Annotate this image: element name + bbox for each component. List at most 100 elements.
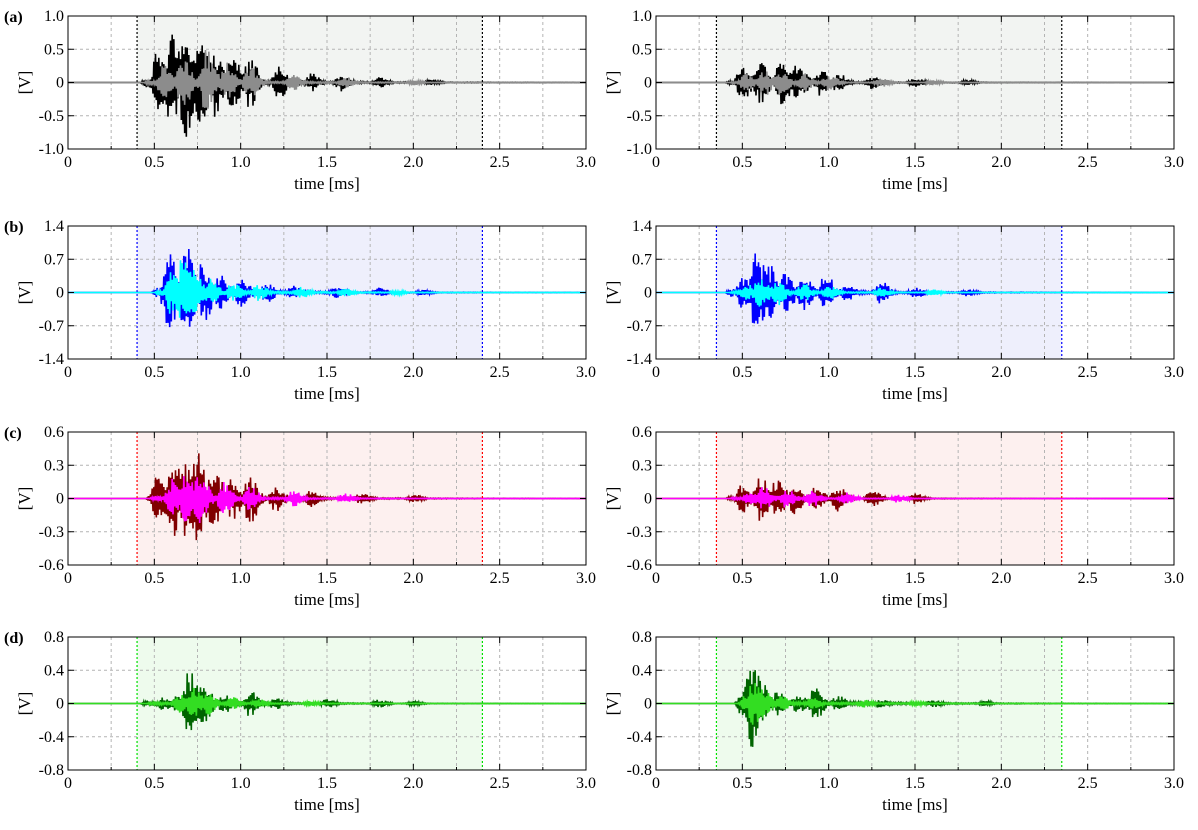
y-tick-label: 0 xyxy=(644,285,652,302)
y-tick-label: 0.4 xyxy=(44,662,64,679)
y-axis-label: [V] xyxy=(603,71,622,95)
x-tick-label: 0.5 xyxy=(732,364,752,381)
y-axis-label: [V] xyxy=(603,487,622,511)
x-tick-label: 1.0 xyxy=(819,154,839,171)
x-tick-label: 1.5 xyxy=(905,364,925,381)
chart-a-right: 0 0.5 1.0 1.5 2.0 2.5 3.0 1.0 0.5 0 -0.5 -1.0 time [… xyxy=(603,8,1184,193)
y-tick-label: 0.6 xyxy=(632,424,652,441)
chart-c-right: 0 0.5 1.0 1.5 2.0 2.5 3.0 0.6 0.3 0 -0.3 -0.6 time [… xyxy=(603,424,1184,609)
x-tick-label: 0.5 xyxy=(144,570,164,587)
x-tick-label: 2.0 xyxy=(403,154,423,171)
x-tick-label: 0 xyxy=(652,154,660,171)
x-axis-label: time [ms] xyxy=(294,795,360,814)
y-tick-label: -0.5 xyxy=(627,108,652,125)
panel-label: (a) xyxy=(4,9,23,26)
x-tick-label: 0.5 xyxy=(144,775,164,792)
chart-b-right: 0 0.5 1.0 1.5 2.0 2.5 3.0 1.4 0.7 0 -0.7 -1.4 time [… xyxy=(603,218,1184,403)
x-tick-label: 0 xyxy=(64,775,72,792)
x-axis-label: time [ms] xyxy=(882,795,948,814)
x-axis-label: time [ms] xyxy=(882,174,948,193)
x-tick-label: 0.5 xyxy=(732,570,752,587)
x-tick-label: 2.5 xyxy=(1078,570,1098,587)
x-tick-label: 0.5 xyxy=(144,364,164,381)
x-tick-label: 1.0 xyxy=(231,570,251,587)
y-tick-label: 1.4 xyxy=(632,218,652,235)
x-tick-label: 2.0 xyxy=(991,570,1011,587)
y-tick-label: 0 xyxy=(644,696,652,713)
y-tick-label: -0.3 xyxy=(39,524,64,541)
x-tick-label: 3.0 xyxy=(576,154,596,171)
x-tick-label: 1.5 xyxy=(317,775,337,792)
panel-label: (d) xyxy=(4,630,24,647)
y-tick-label: 0.8 xyxy=(632,629,652,646)
x-axis-label: time [ms] xyxy=(294,174,360,193)
y-tick-label: -1.0 xyxy=(627,141,652,158)
x-tick-label: 1.5 xyxy=(905,775,925,792)
x-tick-label: 0 xyxy=(64,364,72,381)
chart-c-left: 0 0.5 1.0 1.5 2.0 2.5 3.0 0.6 0.3 0 -0.3 -0.6 time [… xyxy=(4,424,596,609)
x-tick-label: 1.0 xyxy=(231,154,251,171)
y-axis-label: [V] xyxy=(15,71,34,95)
x-tick-label: 2.5 xyxy=(490,775,510,792)
y-tick-label: -1.4 xyxy=(39,351,64,368)
y-axis-label: [V] xyxy=(603,692,622,716)
y-tick-label: 0.6 xyxy=(44,424,64,441)
x-tick-label: 1.5 xyxy=(905,154,925,171)
y-tick-label: 0 xyxy=(56,696,64,713)
y-tick-label: 1.4 xyxy=(44,218,64,235)
x-tick-label: 2.5 xyxy=(1078,154,1098,171)
x-tick-label: 0.5 xyxy=(144,154,164,171)
x-tick-label: 2.5 xyxy=(490,154,510,171)
y-axis-label: [V] xyxy=(15,487,34,511)
chart-d-left: 0 0.5 1.0 1.5 2.0 2.5 3.0 0.8 0.4 0 -0.4 -0.8 time [… xyxy=(4,629,596,814)
x-tick-label: 1.0 xyxy=(231,775,251,792)
x-tick-label: 0 xyxy=(64,154,72,171)
y-tick-label: 0 xyxy=(56,491,64,508)
x-tick-label: 2.5 xyxy=(1078,364,1098,381)
x-axis-label: time [ms] xyxy=(882,384,948,403)
x-tick-label: 2.5 xyxy=(1078,775,1098,792)
y-tick-label: 0.5 xyxy=(632,41,652,58)
y-tick-label: -1.4 xyxy=(627,351,652,368)
x-tick-label: 1.5 xyxy=(317,570,337,587)
y-axis-label: [V] xyxy=(603,281,622,305)
y-tick-label: 0.5 xyxy=(44,41,64,58)
x-tick-label: 0.5 xyxy=(732,775,752,792)
x-tick-label: 1.0 xyxy=(819,570,839,587)
chart-b-left: 0 0.5 1.0 1.5 2.0 2.5 3.0 1.4 0.7 0 -0.7 -1.4 time [… xyxy=(4,218,596,403)
x-tick-label: 2.0 xyxy=(403,775,423,792)
x-tick-label: 0 xyxy=(64,570,72,587)
y-tick-label: -0.7 xyxy=(39,318,64,335)
panel-label: (c) xyxy=(4,425,22,442)
x-tick-label: 3.0 xyxy=(576,775,596,792)
x-tick-label: 3.0 xyxy=(1164,570,1184,587)
x-tick-label: 3.0 xyxy=(1164,775,1184,792)
x-tick-label: 0 xyxy=(652,364,660,381)
x-axis-label: time [ms] xyxy=(882,590,948,609)
y-tick-label: 0.7 xyxy=(632,251,652,268)
y-tick-label: -1.0 xyxy=(39,141,64,158)
y-tick-label: 0.3 xyxy=(632,457,652,474)
x-tick-label: 1.0 xyxy=(819,775,839,792)
y-tick-label: 0 xyxy=(56,285,64,302)
x-tick-label: 2.0 xyxy=(991,364,1011,381)
y-axis-label: [V] xyxy=(15,692,34,716)
y-tick-label: -0.4 xyxy=(627,729,652,746)
x-axis-label: time [ms] xyxy=(294,384,360,403)
x-tick-label: 1.0 xyxy=(231,364,251,381)
y-tick-label: -0.6 xyxy=(627,557,652,574)
x-tick-label: 0 xyxy=(652,775,660,792)
chart-d-right: 0 0.5 1.0 1.5 2.0 2.5 3.0 0.8 0.4 0 -0.4 -0.8 time [… xyxy=(603,629,1184,814)
y-tick-label: 1.0 xyxy=(44,8,64,25)
y-tick-label: -0.8 xyxy=(39,762,64,779)
y-tick-label: 0 xyxy=(56,75,64,92)
y-tick-label: 0.8 xyxy=(44,629,64,646)
x-tick-label: 2.5 xyxy=(490,570,510,587)
x-tick-label: 1.5 xyxy=(317,154,337,171)
y-tick-label: 0.7 xyxy=(44,251,64,268)
y-tick-label: 1.0 xyxy=(632,8,652,25)
y-axis-label: [V] xyxy=(15,281,34,305)
x-tick-label: 3.0 xyxy=(576,570,596,587)
chart-a-left: 0 0.5 1.0 1.5 2.0 2.5 3.0 1.0 0.5 0 -0.5 -1.0 time [… xyxy=(4,8,596,193)
